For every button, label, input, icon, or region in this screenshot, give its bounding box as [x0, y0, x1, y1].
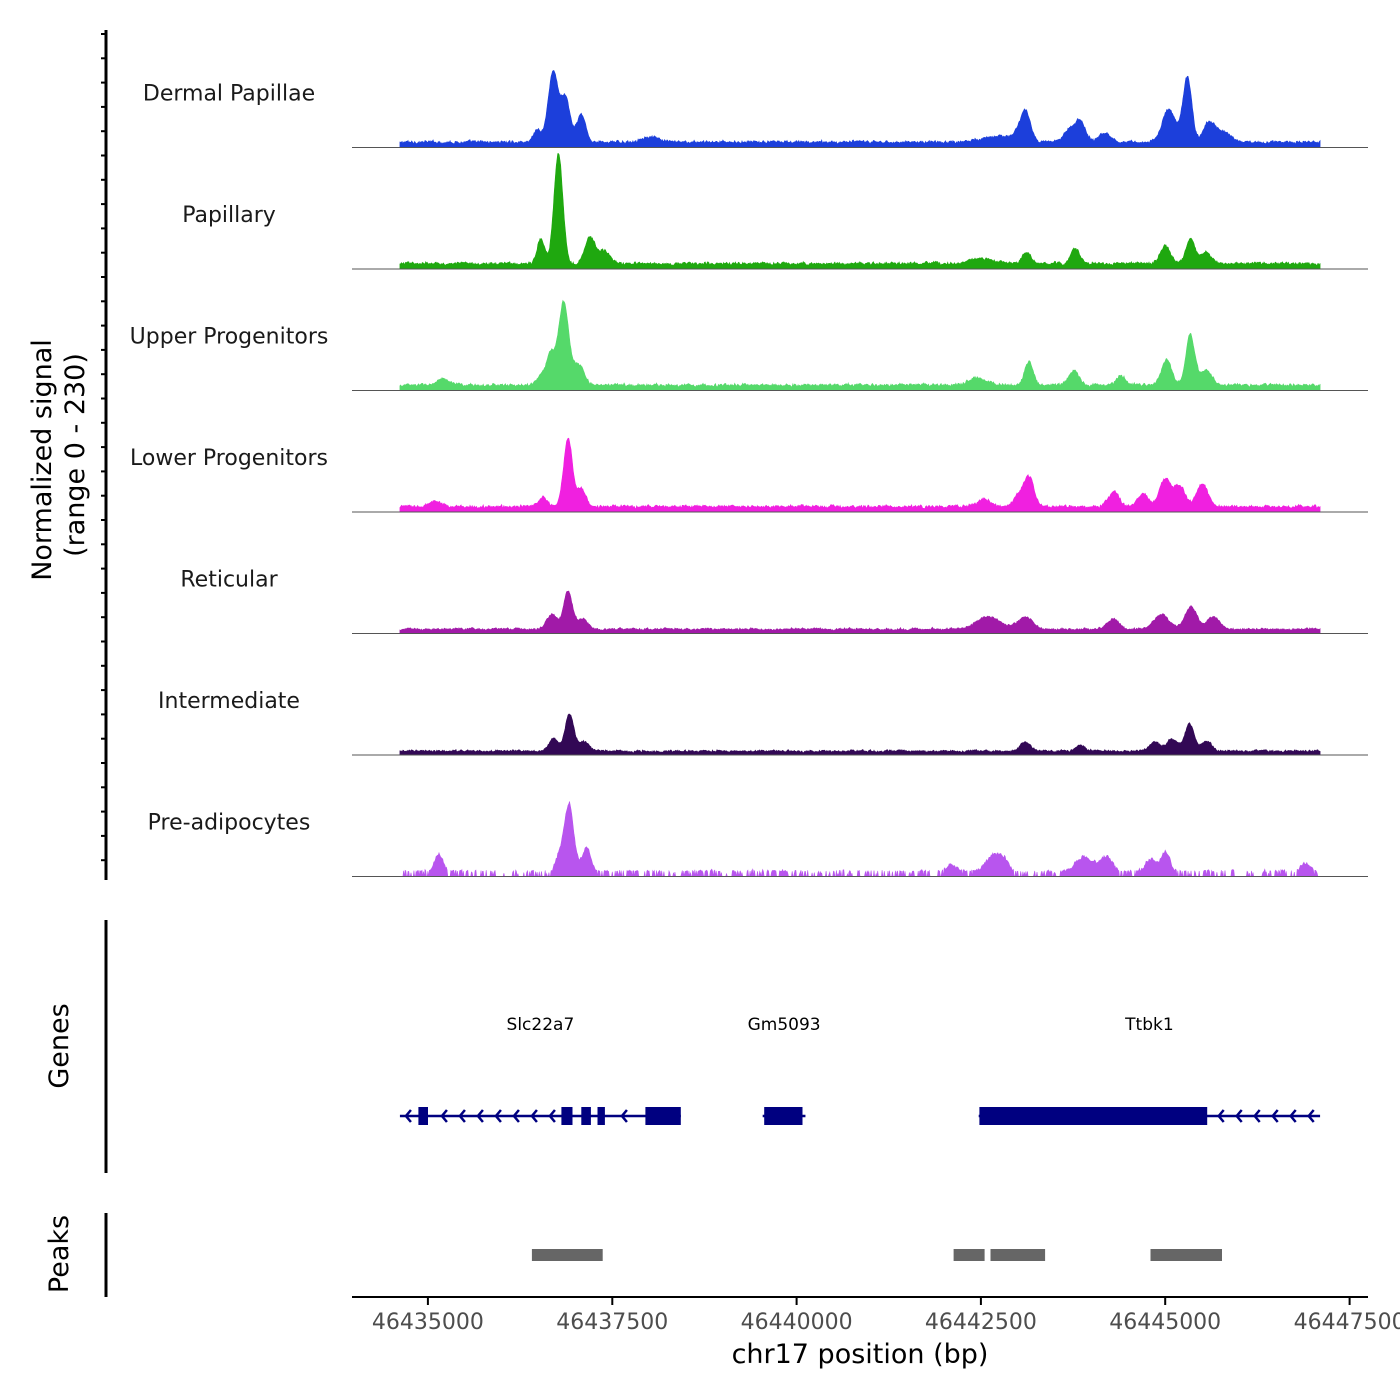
x-tick-label: 46435000 — [372, 1310, 484, 1335]
peak-region — [953, 1249, 985, 1261]
gene-annotations: Slc22a7 Gm5093 Ttbk1 — [399, 1015, 1321, 1125]
strand-arrow — [1235, 1109, 1243, 1123]
gene-label: Ttbk1 — [1124, 1015, 1174, 1035]
gene-ttbk1: Ttbk1 — [978, 1015, 1321, 1125]
gene-gm5093: Gm5093 — [748, 1015, 821, 1125]
track-reticular: Reticular — [180, 568, 1368, 634]
gene-slc22a7: Slc22a7 — [399, 1015, 681, 1125]
strand-arrow — [404, 1109, 412, 1123]
peak-region — [531, 1249, 603, 1261]
strand-arrow — [440, 1109, 448, 1123]
coverage-area — [399, 70, 1321, 148]
track-papillary: Papillary — [182, 153, 1368, 270]
coverage-area — [399, 590, 1321, 634]
coverage-area — [399, 153, 1321, 270]
gene-exon — [418, 1107, 428, 1125]
gene-exon — [645, 1107, 681, 1125]
strand-arrow — [494, 1109, 502, 1123]
genes-axis-title: Genes — [44, 1003, 75, 1088]
track-pre-adipocytes: Pre-adipocytes — [148, 801, 1368, 877]
peaks-axis-title: Peaks — [44, 1215, 75, 1293]
peak-regions — [531, 1249, 1222, 1261]
strand-arrow — [548, 1109, 556, 1123]
track-label: Upper Progenitors — [130, 325, 329, 350]
x-axis-ticks: 46435000 46437500 46440000 46442500 46445000… — [372, 1297, 1400, 1335]
track-intermediate: Intermediate — [158, 689, 1368, 756]
coverage-tracks: Dermal Papillae Papillary Upper Progenitor… — [130, 70, 1368, 877]
track-label: Lower Progenitors — [130, 446, 328, 471]
x-tick-label: 46447500 — [1294, 1310, 1400, 1335]
track-lower-progenitors: Lower Progenitors — [130, 437, 1368, 513]
strand-arrow — [1217, 1109, 1225, 1123]
coverage-area — [399, 299, 1321, 391]
y-axis-range-label: (range 0 - 230) — [60, 353, 91, 557]
track-label: Pre-adipocytes — [148, 811, 311, 836]
x-tick-label: 46437500 — [556, 1310, 668, 1335]
coverage-area — [399, 713, 1321, 756]
strand-arrow — [512, 1109, 520, 1123]
signal-y-axis-ticks — [101, 33, 106, 862]
strand-arrow — [620, 1109, 628, 1123]
track-label: Papillary — [182, 203, 276, 228]
track-label: Dermal Papillae — [143, 82, 315, 107]
peak-region — [990, 1249, 1046, 1261]
gene-exon — [979, 1107, 1208, 1125]
gene-exon — [581, 1107, 591, 1125]
track-label: Reticular — [180, 568, 278, 593]
strand-arrow — [458, 1109, 466, 1123]
strand-arrow — [476, 1109, 484, 1123]
x-tick-label: 46440000 — [741, 1310, 853, 1335]
gene-exon — [764, 1107, 803, 1125]
strand-arrow — [1307, 1109, 1315, 1123]
peak-region — [1150, 1249, 1222, 1261]
x-axis-title: chr17 position (bp) — [732, 1339, 989, 1370]
track-label: Intermediate — [158, 689, 300, 714]
gene-exon — [561, 1107, 573, 1125]
x-tick-label: 46445000 — [1109, 1310, 1221, 1335]
gene-label: Slc22a7 — [507, 1015, 575, 1035]
strand-arrow — [1289, 1109, 1297, 1123]
track-upper-progenitors: Upper Progenitors — [130, 299, 1368, 391]
strand-arrow — [1271, 1109, 1279, 1123]
coverage-area — [399, 801, 1321, 877]
gene-exon — [597, 1107, 605, 1125]
y-axis-title: Normalized signal — [27, 339, 58, 581]
track-dermal-papillae: Dermal Papillae — [143, 70, 1368, 148]
x-tick-label: 46442500 — [925, 1310, 1037, 1335]
strand-arrow — [1253, 1109, 1261, 1123]
coverage-area — [399, 437, 1321, 513]
strand-arrow — [530, 1109, 538, 1123]
gene-label: Gm5093 — [748, 1015, 821, 1035]
